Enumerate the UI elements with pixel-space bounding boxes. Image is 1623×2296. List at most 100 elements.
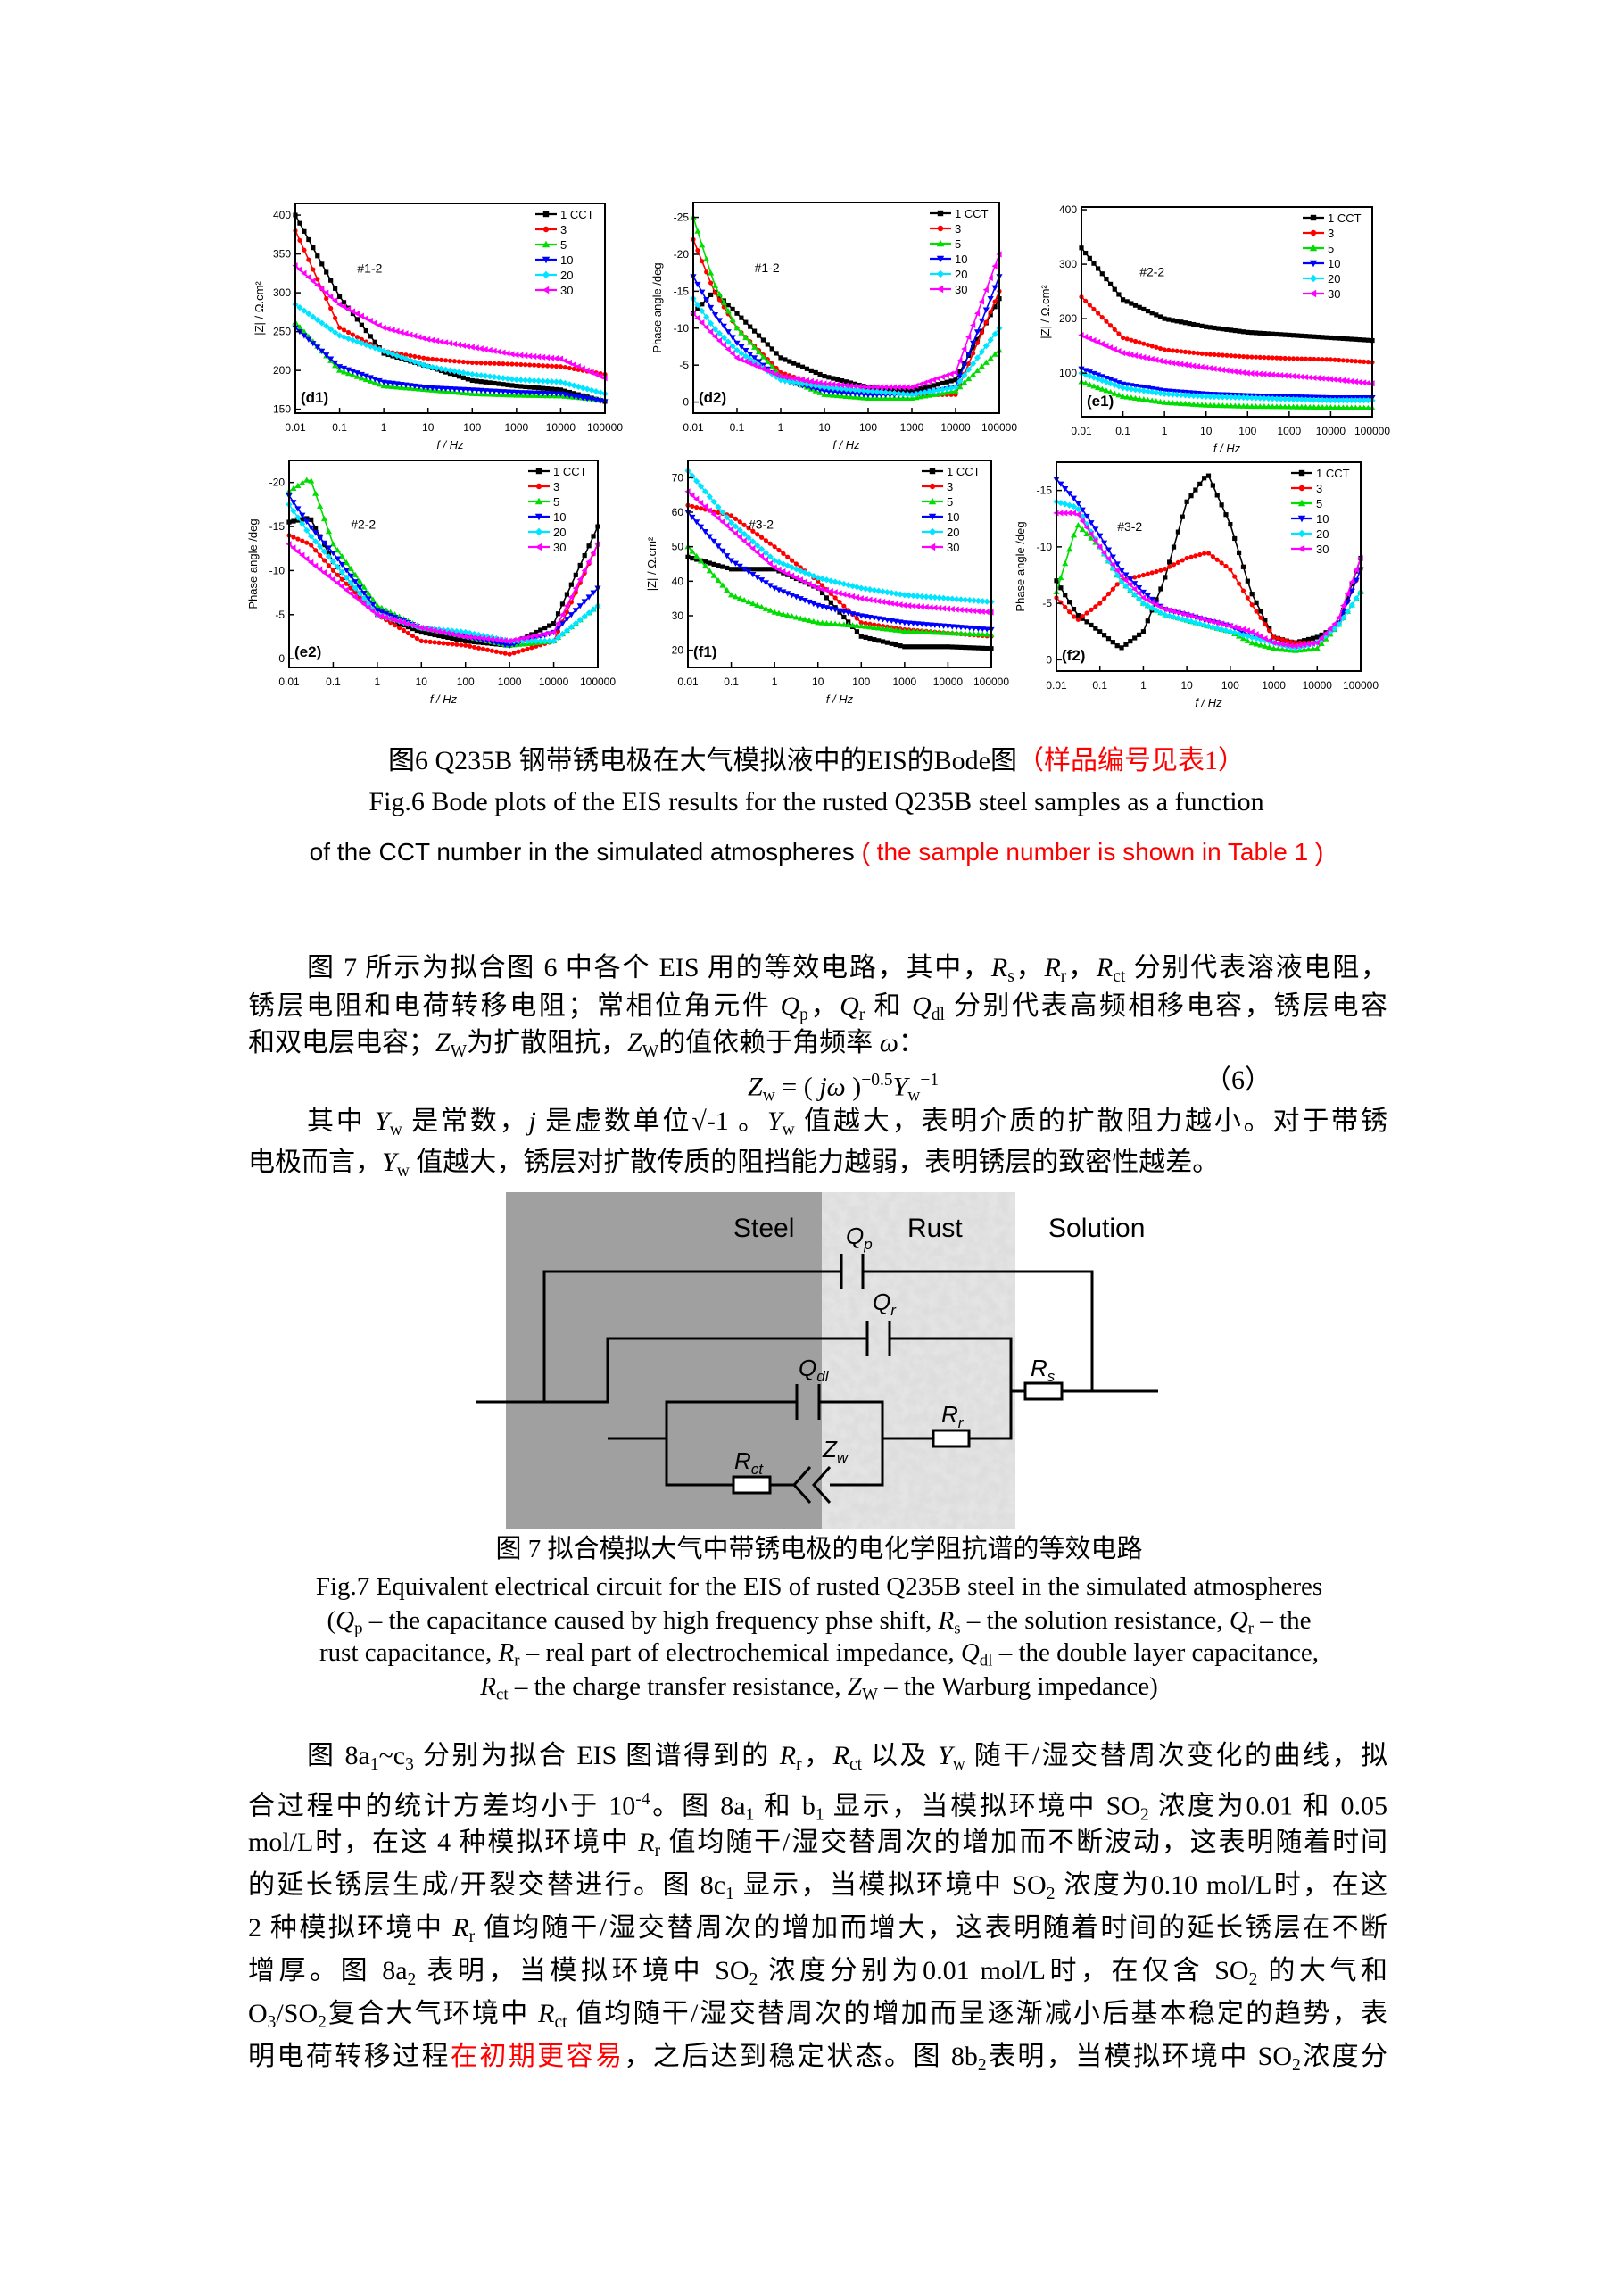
subscript: 2 — [1248, 1969, 1258, 1989]
data-point — [522, 352, 528, 360]
data-point — [856, 391, 863, 398]
data-point — [592, 388, 600, 395]
data-point — [418, 624, 424, 632]
data-point — [551, 621, 557, 626]
legend-marker — [1297, 515, 1306, 523]
data-point — [559, 601, 566, 607]
data-point — [1115, 347, 1122, 355]
data-point — [1199, 351, 1205, 356]
data-point — [1283, 642, 1289, 649]
legend-marker — [1309, 274, 1318, 283]
data-point — [334, 556, 341, 562]
data-point — [500, 375, 507, 382]
symbol: ω — [879, 1028, 898, 1057]
data-point — [588, 386, 595, 394]
legend-label: 5 — [560, 238, 567, 252]
data-point — [1166, 347, 1172, 353]
figure7-caption-en: Rct – the charge transfer resistance, ZW… — [178, 1670, 1460, 1712]
x-tick-label: 10 — [422, 421, 435, 434]
data-point — [358, 371, 365, 378]
data-point — [1135, 585, 1143, 592]
data-point — [365, 590, 372, 596]
data-point — [557, 378, 565, 385]
data-point — [703, 255, 710, 262]
data-point — [706, 507, 712, 514]
data-point — [810, 601, 817, 608]
data-point — [385, 380, 392, 386]
data-point — [940, 594, 948, 601]
y-tick-label: -10 — [269, 564, 286, 576]
data-point — [948, 370, 954, 377]
data-point — [1103, 387, 1110, 394]
data-point — [549, 363, 555, 369]
data-point — [429, 364, 436, 371]
y-tick-label: 50 — [672, 541, 684, 553]
data-point — [810, 583, 816, 590]
data-point — [860, 392, 867, 398]
data-point — [918, 621, 925, 627]
data-point — [749, 600, 757, 607]
data-point — [738, 329, 745, 336]
data-point — [1202, 476, 1207, 481]
data-point — [1149, 344, 1155, 349]
data-point — [1328, 335, 1334, 341]
data-point — [338, 561, 345, 568]
data-point — [1187, 321, 1192, 327]
data-point — [349, 371, 357, 377]
data-point — [987, 274, 993, 282]
legend-label: 3 — [955, 222, 961, 236]
data-point — [1339, 614, 1347, 622]
data-point — [869, 394, 876, 402]
data-point — [948, 378, 954, 384]
data-point — [934, 386, 941, 394]
data-point — [1248, 628, 1255, 635]
data-point — [1080, 614, 1085, 619]
data-point — [1179, 319, 1184, 325]
data-point — [769, 346, 774, 352]
data-point — [940, 644, 947, 650]
data-point — [1074, 522, 1081, 528]
data-point — [1128, 385, 1135, 393]
data-point — [706, 493, 713, 501]
data-point — [745, 598, 752, 605]
data-point — [892, 590, 899, 597]
data-point — [385, 383, 392, 389]
legend-marker — [936, 285, 944, 294]
data-point — [875, 598, 882, 605]
data-point — [839, 390, 846, 396]
data-point — [879, 598, 886, 606]
data-point — [371, 319, 377, 327]
data-point — [1110, 640, 1115, 645]
data-point — [341, 327, 347, 333]
series-5 — [684, 543, 995, 637]
data-point — [1288, 644, 1295, 651]
series-3 — [1079, 294, 1375, 365]
data-point — [931, 383, 937, 388]
data-point — [978, 348, 985, 355]
symbol: R — [452, 1913, 469, 1943]
data-point — [815, 574, 822, 582]
data-point — [1144, 396, 1152, 403]
data-point — [944, 624, 952, 630]
data-point — [320, 548, 328, 555]
data-point — [1286, 372, 1292, 379]
data-point — [1327, 397, 1335, 404]
subscript: 1 — [745, 1805, 755, 1825]
data-point — [991, 351, 998, 357]
data-point — [1228, 394, 1235, 401]
data-point — [498, 650, 503, 655]
data-point — [766, 583, 774, 589]
data-point — [1108, 281, 1114, 286]
data-point — [477, 387, 484, 394]
x-tick-label: 1 — [381, 421, 387, 434]
data-point — [1304, 641, 1312, 648]
data-point — [1162, 316, 1167, 321]
data-point — [347, 565, 354, 572]
data-point — [1183, 617, 1190, 624]
data-point — [975, 645, 981, 651]
data-point — [1245, 329, 1250, 335]
data-point — [1136, 352, 1142, 361]
data-point — [1062, 560, 1069, 567]
data-point — [872, 637, 877, 642]
data-point — [793, 561, 799, 567]
